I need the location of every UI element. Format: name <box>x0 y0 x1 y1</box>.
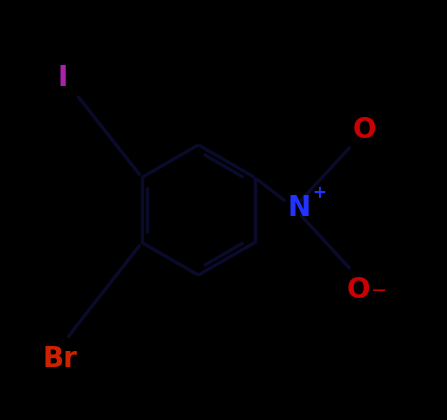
Text: Br: Br <box>42 345 77 373</box>
Text: O: O <box>352 116 376 144</box>
Text: N: N <box>287 194 311 222</box>
Text: I: I <box>58 64 68 92</box>
Text: +: + <box>312 184 326 202</box>
Text: −: − <box>371 281 387 300</box>
Text: O: O <box>346 276 370 304</box>
